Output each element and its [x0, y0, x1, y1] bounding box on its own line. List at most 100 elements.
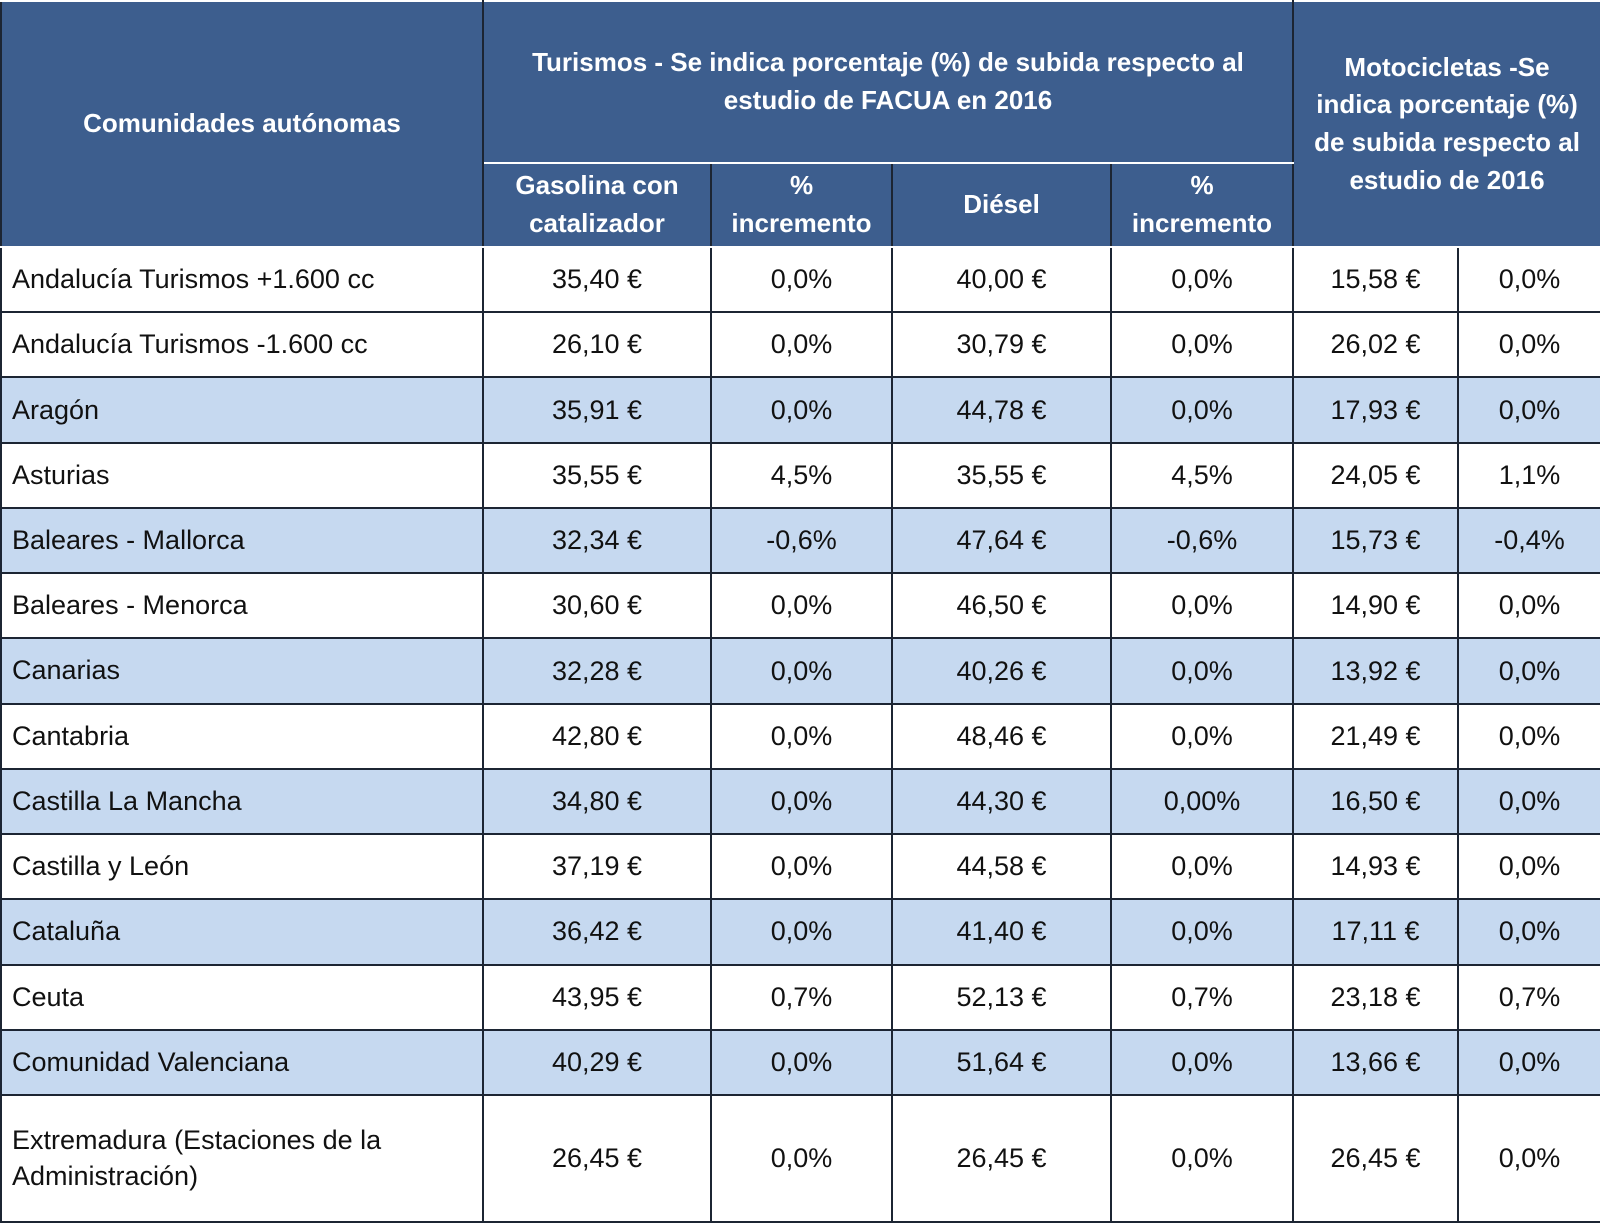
value-cell: 0,0%: [710, 767, 893, 836]
value-cell: 17,93 €: [1292, 376, 1459, 444]
value-cell: 16,50 €: [1292, 767, 1459, 836]
value-cell: 17,11 €: [1292, 898, 1459, 966]
table-row: Baleares - Mallorca 32,34 € -0,6% 47,64 € -0…: [0, 506, 1600, 575]
value-cell: 0,0%: [1457, 898, 1600, 966]
value-cell: 0,0%: [710, 637, 893, 705]
value-cell: 0,0%: [1457, 1028, 1600, 1097]
value-cell: 0,0%: [710, 898, 893, 966]
value-cell: 40,29 €: [482, 1028, 712, 1097]
value-cell: 32,34 €: [482, 506, 712, 575]
value-cell: 0,00%: [1110, 767, 1294, 836]
value-cell: 0,0%: [1457, 1094, 1600, 1223]
value-cell: 0,0%: [1457, 572, 1600, 640]
value-cell: 37,19 €: [482, 833, 712, 901]
region-cell: Andalucía Turismos +1.600 cc: [0, 245, 484, 314]
region-cell: Ceuta: [0, 963, 484, 1031]
table-row: Cantabria 42,80 €0,0% 48,46 €0,0% 21,49 €0,…: [0, 702, 1600, 770]
table-row: Castilla y León 37,19 €0,0% 44,58 €0,0% 14,…: [0, 833, 1600, 901]
value-cell: 0,7%: [1110, 963, 1294, 1031]
value-cell: 36,42 €: [482, 898, 712, 966]
header-cell: % incremento: [1110, 162, 1294, 248]
value-cell: 0,0%: [1110, 245, 1294, 314]
table-row: Castilla La Mancha 34,80 €0,0% 44,30 €0,00…: [0, 767, 1600, 836]
table-row: Comunidad Valenciana 40,29 €0,0% 51,64 €0,…: [0, 1028, 1600, 1097]
value-cell: 34,80 €: [482, 767, 712, 836]
value-cell: 24,05 €: [1292, 441, 1459, 509]
value-cell: 40,00 €: [891, 245, 1112, 314]
table-row: Andalucía Turismos -1.600 cc 26,10 €0,0% 3…: [0, 311, 1600, 379]
header-cell: Turismos - Se indica porcentaje (%) de s…: [482, 0, 1294, 164]
region-cell: Canarias: [0, 637, 484, 705]
value-cell: 51,64 €: [891, 1028, 1112, 1097]
value-cell: 44,78 €: [891, 376, 1112, 444]
value-cell: 0,0%: [1457, 311, 1600, 379]
value-cell: 23,18 €: [1292, 963, 1459, 1031]
region-cell: Castilla y León: [0, 833, 484, 901]
value-cell: 0,0%: [1457, 245, 1600, 314]
value-cell: 0,0%: [1457, 702, 1600, 770]
value-cell: 13,92 €: [1292, 637, 1459, 705]
region-cell: Asturias: [0, 441, 484, 509]
value-cell: 0,0%: [710, 1028, 893, 1097]
table-header: Comunidades autónomas Turismos - Se indi…: [0, 0, 1600, 248]
value-cell: 15,73 €: [1292, 506, 1459, 575]
value-cell: 0,0%: [710, 311, 893, 379]
value-cell: 30,79 €: [891, 311, 1112, 379]
value-cell: 44,58 €: [891, 833, 1112, 901]
value-cell: 0,0%: [1110, 637, 1294, 705]
table-row: Andalucía Turismos +1.600 cc 35,40 €0,0% 4…: [0, 245, 1600, 314]
region-cell: Baleares - Mallorca: [0, 506, 484, 575]
value-cell: 0,0%: [710, 702, 893, 770]
region-cell: Baleares - Menorca: [0, 572, 484, 640]
value-cell: 0,0%: [710, 572, 893, 640]
value-cell: -0,4%: [1457, 506, 1600, 575]
value-cell: 35,55 €: [891, 441, 1112, 509]
value-cell: 26,45 €: [891, 1094, 1112, 1223]
value-cell: 41,40 €: [891, 898, 1112, 966]
table-row: Cataluña 36,42 €0,0% 41,40 €0,0% 17,11 €0,0…: [0, 898, 1600, 966]
value-cell: 26,45 €: [1292, 1094, 1459, 1223]
table-row: Canarias 32,28 €0,0% 40,26 €0,0% 13,92 €0,0…: [0, 637, 1600, 705]
header-cell: % incremento: [710, 162, 893, 248]
table-row: Ceuta 43,95 €0,7% 52,13 €0,7% 23,18 €0,7%: [0, 963, 1600, 1031]
value-cell: 44,30 €: [891, 767, 1112, 836]
value-cell: -0,6%: [710, 506, 893, 575]
header-cell: Gasolina con catalizador: [482, 162, 712, 248]
value-cell: 0,7%: [710, 963, 893, 1031]
region-cell: Comunidad Valenciana: [0, 1028, 484, 1097]
region-cell: Extremadura (Estaciones de la Administra…: [0, 1094, 484, 1223]
value-cell: 21,49 €: [1292, 702, 1459, 770]
table-row: Asturias 35,55 €4,5% 35,55 €4,5% 24,05 €1,1…: [0, 441, 1600, 509]
value-cell: 32,28 €: [482, 637, 712, 705]
value-cell: 0,0%: [710, 833, 893, 901]
region-cell: Andalucía Turismos -1.600 cc: [0, 311, 484, 379]
value-cell: 0,0%: [710, 1094, 893, 1223]
region-cell: Aragón: [0, 376, 484, 444]
value-cell: 0,0%: [1110, 311, 1294, 379]
value-cell: 26,10 €: [482, 311, 712, 379]
value-cell: -0,6%: [1110, 506, 1294, 575]
value-cell: 0,0%: [1110, 898, 1294, 966]
value-cell: 0,0%: [710, 245, 893, 314]
value-cell: 35,55 €: [482, 441, 712, 509]
table-row: Aragón 35,91 €0,0% 44,78 €0,0% 17,93 €0,0%: [0, 376, 1600, 444]
value-cell: 0,0%: [710, 376, 893, 444]
region-cell: Castilla La Mancha: [0, 767, 484, 836]
table-row: Extremadura (Estaciones de la Administra…: [0, 1094, 1600, 1223]
value-cell: 46,50 €: [891, 572, 1112, 640]
value-cell: 35,91 €: [482, 376, 712, 444]
value-cell: 52,13 €: [891, 963, 1112, 1031]
value-cell: 4,5%: [710, 441, 893, 509]
value-cell: 0,0%: [1110, 572, 1294, 640]
header-cell: Comunidades autónomas: [0, 0, 484, 248]
value-cell: 0,0%: [1457, 376, 1600, 444]
table-body: Andalucía Turismos +1.600 cc 35,40 €0,0% 4…: [0, 245, 1600, 1223]
value-cell: 47,64 €: [891, 506, 1112, 575]
value-cell: 14,93 €: [1292, 833, 1459, 901]
value-cell: 0,7%: [1457, 963, 1600, 1031]
value-cell: 42,80 €: [482, 702, 712, 770]
value-cell: 26,02 €: [1292, 311, 1459, 379]
header-cell: Motocicletas -Se indica porcentaje (%) d…: [1292, 0, 1600, 248]
